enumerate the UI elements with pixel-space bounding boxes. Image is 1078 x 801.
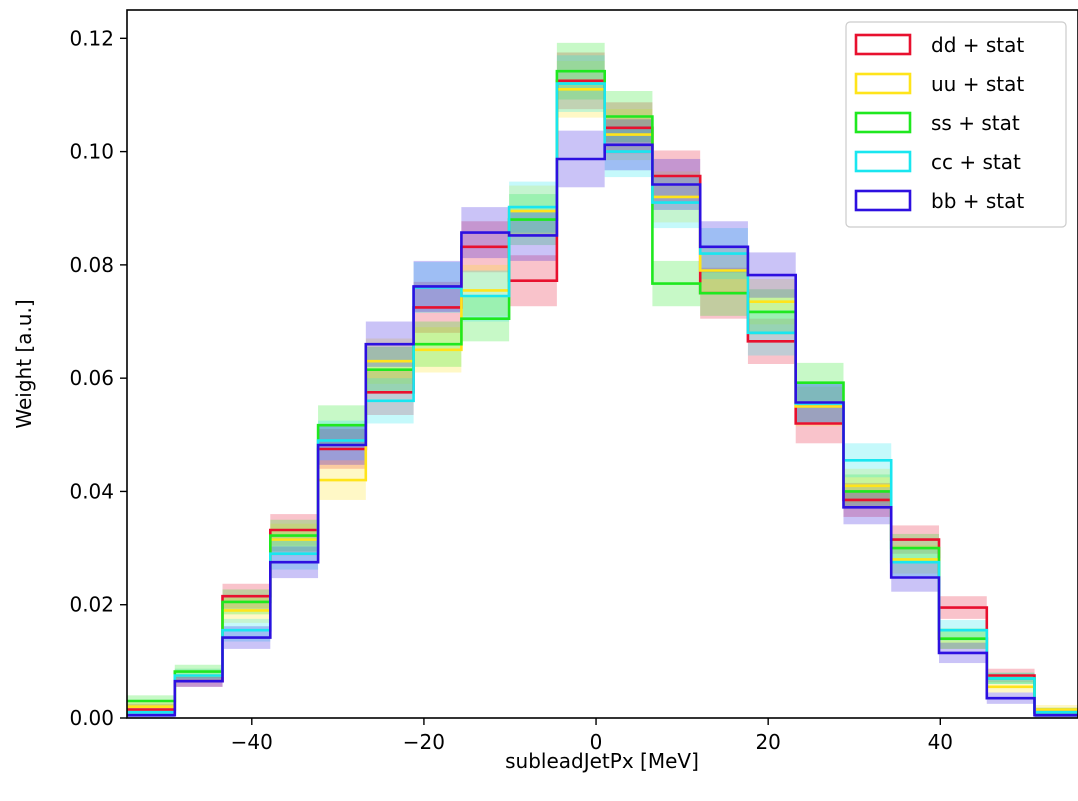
x-axis-label: subleadJetPx [MeV] (505, 749, 699, 773)
series-line-cc (127, 82, 1078, 714)
step-lines (127, 69, 1078, 717)
legend-label-uu: uu + stat (931, 72, 1024, 96)
x-tick-label: 20 (755, 730, 780, 754)
x-tick-label: −20 (403, 730, 445, 754)
legend-swatch-ss (854, 111, 912, 134)
legend: dd + stat uu + stat ss + stat cc + stat bb +… (845, 21, 1067, 228)
legend-swatch-dd (854, 33, 912, 56)
y-tick-label: 0.02 (69, 593, 114, 617)
x-axis-ticks: −40 −20 0 20 40 (231, 718, 953, 754)
y-tick-label: 0.08 (69, 253, 114, 277)
y-tick-label: 0.12 (69, 26, 114, 50)
legend-label-cc: cc + stat (931, 150, 1021, 174)
legend-label-bb: bb + stat (931, 189, 1024, 213)
legend-label-dd: dd + stat (931, 33, 1024, 57)
y-tick-label: 0.06 (69, 366, 114, 390)
legend-swatch-bb (854, 189, 912, 212)
legend-label-ss: ss + stat (931, 111, 1020, 135)
x-tick-label: −40 (231, 730, 273, 754)
y-axis-ticks: 0.00 0.02 0.04 0.06 0.08 0.10 0.12 (69, 26, 127, 730)
legend-swatch-uu (854, 72, 912, 95)
y-tick-label: 0.10 (69, 140, 114, 164)
legend-swatch-cc (854, 150, 912, 173)
y-tick-label: 0.00 (69, 706, 114, 730)
plot-frame (126, 9, 1078, 719)
x-tick-label: 40 (928, 730, 953, 754)
y-axis-label: Weight [a.u.] (12, 299, 36, 428)
x-tick-label: 0 (590, 730, 603, 754)
series-line-bb (127, 143, 1078, 717)
y-tick-label: 0.04 (69, 479, 114, 503)
